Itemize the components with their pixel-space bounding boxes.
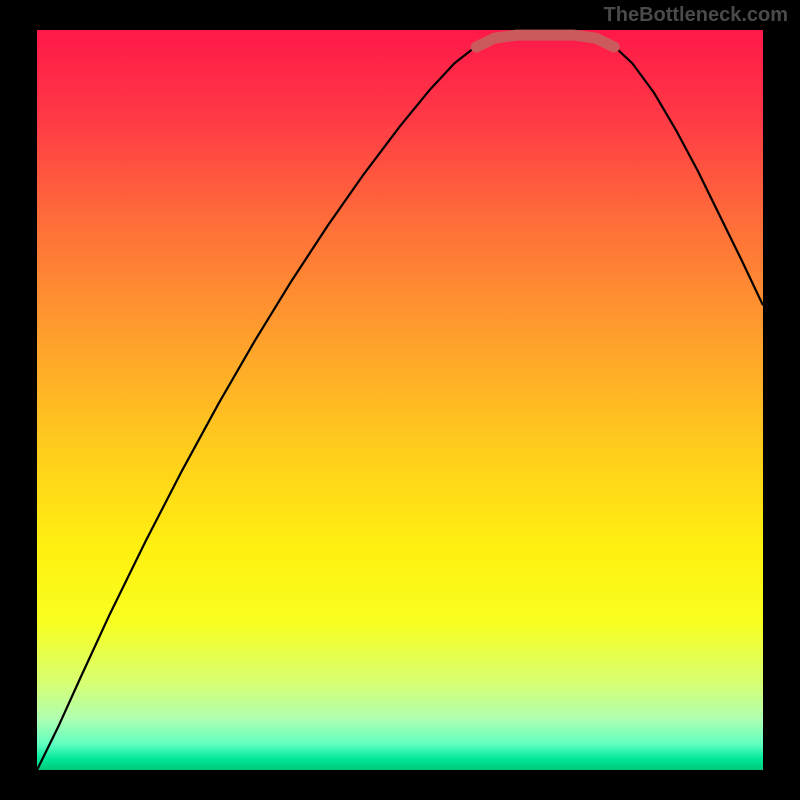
attribution-text: TheBottleneck.com	[604, 4, 788, 27]
root-container: TheBottleneck.com	[0, 0, 800, 800]
plot-background	[37, 30, 763, 770]
chart-canvas	[0, 0, 800, 800]
